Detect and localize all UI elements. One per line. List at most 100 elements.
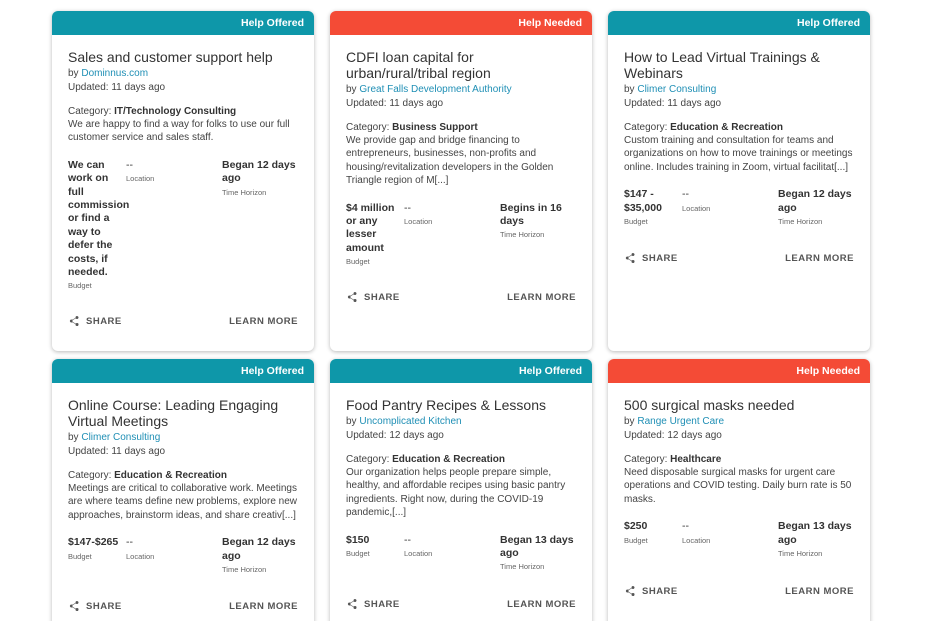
location-value: --	[404, 533, 411, 546]
share-button[interactable]: SHARE	[346, 598, 400, 610]
share-button[interactable]: SHARE	[68, 315, 122, 327]
description: Need disposable surgical masks for urgen…	[624, 467, 852, 505]
org-link[interactable]: Climer Consulting	[81, 432, 161, 443]
learn-more-button[interactable]: LEARN MORE	[785, 252, 854, 264]
org-link[interactable]: Range Urgent Care	[637, 416, 725, 427]
location-label: Location	[404, 549, 433, 559]
listing-card[interactable]: Help Needed 500 surgical masks needed by…	[608, 359, 870, 621]
location-value: --	[404, 201, 411, 214]
budget-label: Budget	[346, 257, 370, 267]
location-label: Location	[126, 551, 155, 561]
listing-title[interactable]: Food Pantry Recipes & Lessons	[346, 397, 546, 413]
budget-label: Budget	[346, 549, 370, 559]
stats-row: $147 - $35,000 Budget -- Location Began 12…	[624, 188, 854, 226]
share-icon	[625, 253, 635, 263]
learn-more-button[interactable]: LEARN MORE	[785, 585, 854, 597]
learn-more-button[interactable]: LEARN MORE	[229, 600, 298, 612]
description: Our organization helps people prepare si…	[346, 467, 566, 519]
listing-card[interactable]: Help Needed CDFI loan capital for urban/…	[330, 11, 592, 351]
budget-label: Budget	[68, 551, 92, 561]
share-button[interactable]: SHARE	[624, 252, 678, 264]
byline: by Uncomplicated Kitchen	[346, 416, 462, 427]
time-value: Began 12 days ago	[222, 536, 296, 562]
category-row: Category: Education & Recreation	[346, 454, 505, 465]
location-label: Location	[682, 203, 711, 213]
budget-value: $147-$265	[68, 536, 119, 549]
budget-value: $150	[346, 533, 370, 546]
updated-time: Updated: 12 days ago	[346, 430, 444, 441]
share-icon	[69, 316, 79, 326]
stats-row: $250 Budget -- Location Began 13 days ago T…	[624, 520, 854, 558]
budget-label: Budget	[624, 217, 648, 227]
status-banner: Help Offered	[608, 11, 870, 35]
org-link[interactable]: Uncomplicated Kitchen	[359, 416, 462, 427]
budget-value: $4 million or any lesser amount	[346, 201, 395, 254]
category-row: Category: Education & Recreation	[68, 470, 227, 481]
location-value: --	[682, 520, 689, 533]
byline: by Dominnus.com	[68, 68, 149, 79]
learn-more-button[interactable]: LEARN MORE	[507, 291, 576, 303]
listing-title[interactable]: 500 surgical masks needed	[624, 397, 795, 413]
description: Custom training and consultation for tea…	[624, 135, 853, 173]
share-icon	[347, 599, 357, 609]
status-banner: Help Needed	[330, 11, 592, 35]
updated-time: Updated: 11 days ago	[624, 98, 722, 109]
budget-value: $147 - $35,000	[624, 188, 662, 214]
listing-card[interactable]: Help Offered Food Pantry Recipes & Lesso…	[330, 359, 592, 621]
byline: by Great Falls Development Authority	[346, 84, 512, 95]
share-button[interactable]: SHARE	[346, 291, 400, 303]
time-value: Began 13 days ago	[778, 520, 852, 546]
org-link[interactable]: Dominnus.com	[81, 68, 149, 79]
location-value: --	[682, 188, 689, 201]
category-value: IT/Technology Consulting	[114, 106, 237, 117]
listing-card[interactable]: Help Offered Sales and customer support …	[52, 11, 314, 351]
stats-row: $150 Budget -- Location Began 13 days ago T…	[346, 534, 576, 572]
share-button[interactable]: SHARE	[624, 585, 678, 597]
time-value: Begins in 16 days	[500, 201, 562, 228]
learn-more-button[interactable]: LEARN MORE	[507, 598, 576, 610]
time-label: Time Horizon	[778, 217, 823, 227]
budget-value: $250	[624, 520, 648, 533]
listing-title[interactable]: CDFI loan capital for urban/rural/tribal…	[346, 49, 491, 81]
time-label: Time Horizon	[500, 562, 545, 572]
listing-card[interactable]: Help Offered Online Course: Leading Enga…	[52, 359, 314, 621]
category-row: Category: Business Support	[346, 122, 478, 133]
description: Meetings are critical to collaborative w…	[68, 483, 298, 521]
learn-more-button[interactable]: LEARN MORE	[229, 315, 298, 327]
listing-title[interactable]: How to Lead Virtual Trainings & Webinars	[624, 49, 820, 81]
category-row: Category: IT/Technology Consulting	[68, 106, 237, 117]
time-value: Began 12 days ago	[222, 158, 296, 185]
time-label: Time Horizon	[222, 187, 267, 197]
listing-title[interactable]: Online Course: Leading Engaging Virtual …	[68, 397, 279, 429]
org-link[interactable]: Climer Consulting	[637, 84, 717, 95]
stats-row: $147-$265 Budget -- Location Began 12 days…	[68, 536, 298, 574]
share-icon	[347, 292, 357, 302]
budget-label: Budget	[624, 535, 648, 545]
share-icon	[69, 601, 79, 611]
org-link[interactable]: Great Falls Development Authority	[359, 84, 512, 95]
description: We provide gap and bridge financing to e…	[346, 135, 554, 187]
updated-time: Updated: 11 days ago	[346, 98, 444, 109]
stats-row: $4 million or any lesser amount Budget --…	[346, 202, 576, 267]
updated-time: Updated: 11 days ago	[68, 82, 166, 93]
time-label: Time Horizon	[778, 549, 823, 559]
updated-time: Updated: 11 days ago	[68, 446, 166, 457]
budget-value: We can work on full commission or find a…	[68, 158, 130, 279]
category-row: Category: Healthcare	[624, 454, 722, 465]
byline: by Climer Consulting	[68, 432, 161, 443]
category-value: Healthcare	[670, 454, 722, 465]
time-value: Began 13 days ago	[500, 533, 574, 560]
time-label: Time Horizon	[500, 230, 545, 240]
share-button[interactable]: SHARE	[68, 600, 122, 612]
status-banner: Help Offered	[52, 359, 314, 383]
time-value: Began 12 days ago	[778, 188, 852, 214]
time-label: Time Horizon	[222, 565, 267, 575]
budget-label: Budget	[68, 281, 92, 291]
category-value: Education & Recreation	[392, 454, 505, 465]
byline: by Range Urgent Care	[624, 416, 725, 427]
listing-card[interactable]: Help Offered How to Lead Virtual Trainin…	[608, 11, 870, 351]
listing-title[interactable]: Sales and customer support help	[68, 49, 273, 65]
location-label: Location	[404, 217, 433, 227]
byline: by Climer Consulting	[624, 84, 717, 95]
